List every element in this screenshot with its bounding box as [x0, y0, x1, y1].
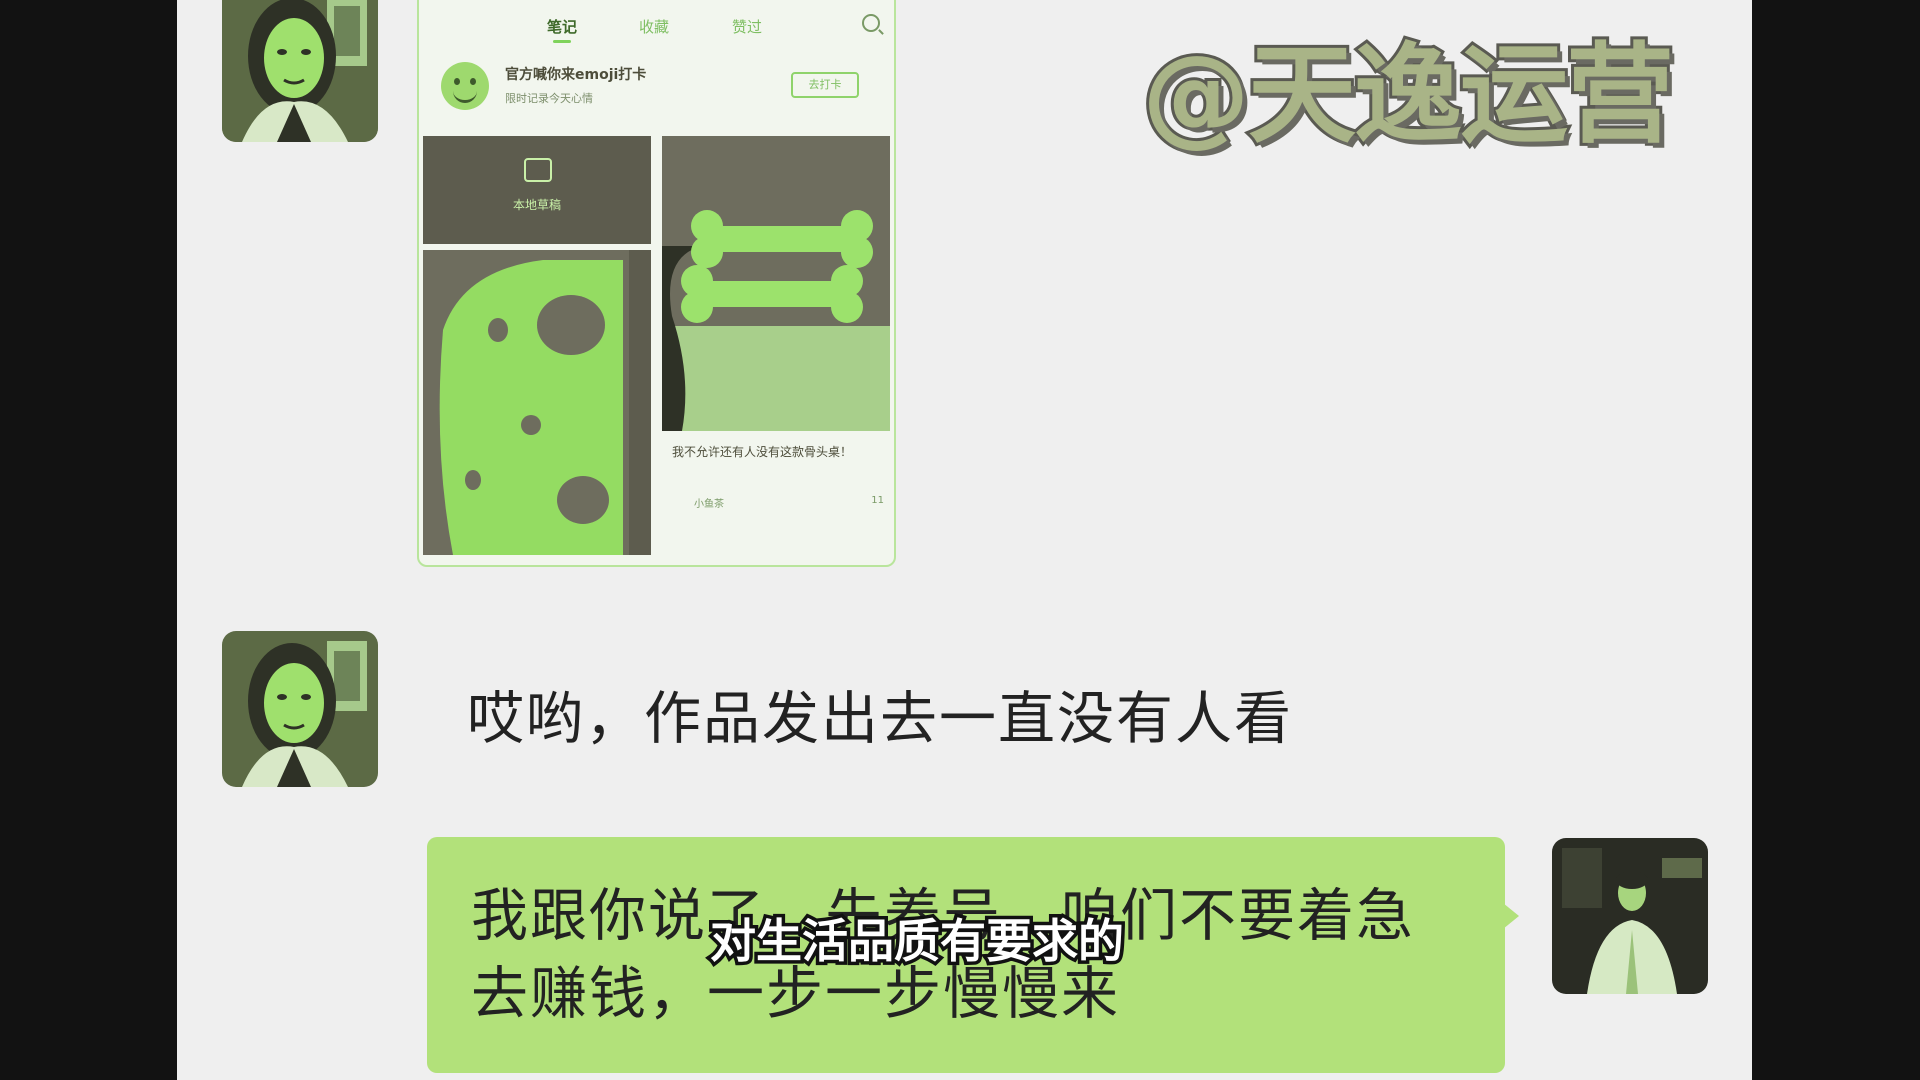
message-bubble-right[interactable]: 我跟你说了，先养号，咱们不要着急去赚钱，一步一步慢慢来	[427, 837, 1519, 1073]
note-caption: 我不允许还有人没有这款骨头桌！	[672, 445, 853, 459]
screenshot-tab-bar: 笔记 收藏 赞过	[419, 16, 894, 46]
screenshot-tab-favorites: 收藏	[639, 18, 670, 36]
watermark-text: @天逸运营	[1139, 33, 1677, 158]
screenshot-tab-notes: 笔记	[547, 18, 578, 43]
receiver-avatar[interactable]	[1552, 838, 1708, 994]
male-avatar-image	[1552, 838, 1708, 994]
bone-toy-image	[662, 136, 890, 431]
sender-avatar[interactable]	[222, 631, 378, 787]
sender-avatar[interactable]	[222, 0, 378, 142]
banner-button: 去打卡	[791, 72, 859, 98]
draft-box-icon	[524, 158, 552, 182]
female-avatar-image	[222, 631, 378, 787]
draft-card: 本地草稿	[423, 136, 651, 244]
note-card-bone	[662, 136, 890, 431]
message-text-left[interactable]: 哎哟，作品发出去一直没有人看	[467, 686, 1293, 752]
video-subtitle: 对生活品质有要求的	[707, 911, 1128, 972]
screenshot-banner: 官方喊你来emoji打卡 限时记录今天心情 去打卡	[441, 58, 871, 118]
note-card-cheese	[423, 250, 651, 555]
note-likes: 11	[871, 495, 884, 506]
banner-title: 官方喊你来emoji打卡	[505, 67, 647, 83]
chat-canvas: @天逸运营 笔记 收藏 赞过 官方喊你来emoji打卡 限时记录今天心情 去打卡…	[177, 0, 1752, 1080]
screenshot-tab-liked: 赞过	[732, 18, 763, 36]
message-text-right: 我跟你说了，先养号，咱们不要着急去赚钱，一步一步慢慢来	[471, 883, 1415, 1027]
female-avatar-image	[222, 0, 378, 142]
search-icon	[862, 14, 880, 32]
draft-label: 本地草稿	[512, 198, 561, 212]
banner-subtitle: 限时记录今天心情	[505, 92, 593, 105]
shared-screenshot-image[interactable]: 笔记 收藏 赞过 官方喊你来emoji打卡 限时记录今天心情 去打卡 本地草稿	[417, 0, 896, 567]
cheese-toy-image	[423, 250, 651, 555]
smiley-emoji-icon	[441, 62, 489, 110]
note-author: 小鱼茶	[694, 499, 724, 510]
